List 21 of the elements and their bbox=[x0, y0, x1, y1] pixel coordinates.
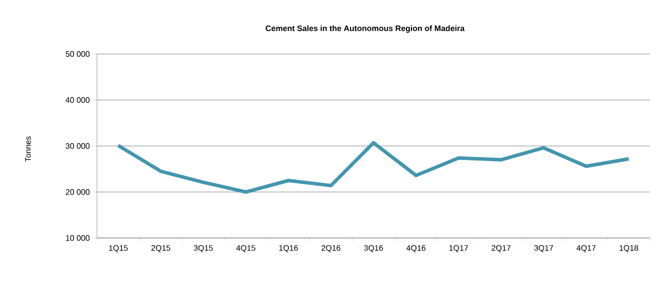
y-tick-label: 10 000 bbox=[66, 235, 90, 241]
y-tick-label: 40 000 bbox=[66, 97, 90, 103]
line-series bbox=[116, 141, 630, 194]
chart-title: Cement Sales in the Autonomous Region of Madeira bbox=[266, 25, 465, 33]
x-tick-label: 1Q18 bbox=[620, 245, 638, 252]
x-tick-label: 4Q16 bbox=[406, 245, 426, 252]
x-tick-label: 3Q17 bbox=[534, 245, 554, 252]
x-tick-label: 1Q16 bbox=[279, 245, 298, 252]
y-tick-label: 50 000 bbox=[66, 51, 90, 57]
x-tick-label: 3Q15 bbox=[194, 245, 213, 252]
x-tick-label: 3Q16 bbox=[364, 245, 383, 252]
y-tick-label: 20 000 bbox=[66, 189, 90, 195]
y-tick-label: 30 000 bbox=[66, 143, 90, 149]
x-tick-label: 2Q15 bbox=[151, 245, 170, 252]
x-tick-label: 1Q17 bbox=[449, 245, 468, 252]
y-axis-title: Tonnes bbox=[25, 136, 31, 162]
x-tick-label: 4Q15 bbox=[236, 245, 256, 252]
x-tick-label: 2Q16 bbox=[322, 245, 340, 252]
x-tick-label: 2Q17 bbox=[492, 245, 511, 252]
x-tick-label: 1Q15 bbox=[109, 245, 128, 252]
x-tick-label: 4Q17 bbox=[576, 245, 596, 252]
